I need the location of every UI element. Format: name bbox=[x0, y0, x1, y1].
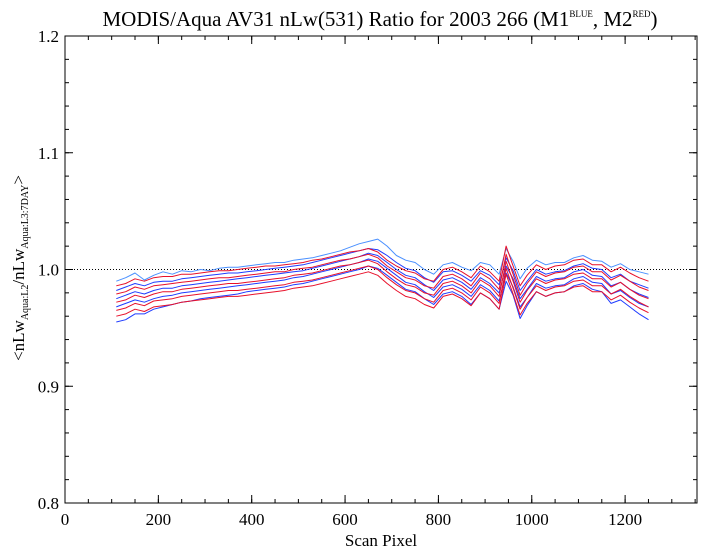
plot-frame bbox=[64, 35, 698, 504]
ylabel-part1: <nLw bbox=[9, 319, 28, 360]
series-line-7 bbox=[116, 253, 649, 296]
y-axis-ticks: 0.8 0.9 1.0 1.1 1.2 bbox=[38, 27, 697, 513]
series-group bbox=[116, 238, 649, 323]
y-tick-label: 1.2 bbox=[38, 27, 59, 46]
title-sup-red: RED bbox=[633, 9, 652, 19]
ylabel-part3: > bbox=[9, 175, 28, 185]
y-tick-label: 1.0 bbox=[38, 261, 59, 280]
series-line-5 bbox=[116, 265, 649, 323]
x-tick-label: 200 bbox=[146, 510, 172, 529]
chart-title: MODIS/Aqua AV31 nLw(531) Ratio for 2003 … bbox=[102, 7, 657, 31]
x-axis-label: Scan Pixel bbox=[345, 531, 418, 550]
ylabel-part2: /nLw bbox=[9, 248, 28, 285]
series-line-10 bbox=[116, 271, 649, 317]
series-line-9 bbox=[116, 265, 649, 311]
y-tick-label: 0.9 bbox=[38, 377, 59, 396]
title-main: MODIS/Aqua AV31 nLw(531) Ratio for 2003 … bbox=[102, 7, 569, 31]
title-mid: , M2 bbox=[593, 7, 633, 31]
x-tick-label: 800 bbox=[426, 510, 452, 529]
x-tick-label: 400 bbox=[239, 510, 265, 529]
series-line-4 bbox=[116, 258, 649, 308]
y-axis-label: <nLwAqua:L2/nLwAqua:L3:7DAY> bbox=[9, 175, 31, 361]
series-line-6 bbox=[116, 245, 649, 287]
y-tick-label: 0.8 bbox=[38, 494, 59, 513]
series-line-3 bbox=[116, 252, 649, 300]
x-axis-ticks: 0 200 400 600 800 1000 1200 bbox=[61, 36, 696, 529]
x-tick-label: 0 bbox=[61, 510, 70, 529]
x-tick-label: 1200 bbox=[608, 510, 642, 529]
title-end: ) bbox=[651, 7, 658, 31]
y-tick-label: 1.1 bbox=[38, 144, 59, 163]
x-tick-label: 600 bbox=[332, 510, 358, 529]
series-line-1 bbox=[116, 238, 649, 282]
series-line-2 bbox=[116, 248, 649, 291]
ylabel-sub1: Aqua:L2 bbox=[20, 285, 31, 321]
x-tick-label: 1000 bbox=[515, 510, 549, 529]
title-sup-blue: BLUE bbox=[569, 9, 593, 19]
ylabel-sub2: Aqua:L3:7DAY bbox=[20, 185, 31, 249]
series-line-8 bbox=[116, 259, 649, 303]
